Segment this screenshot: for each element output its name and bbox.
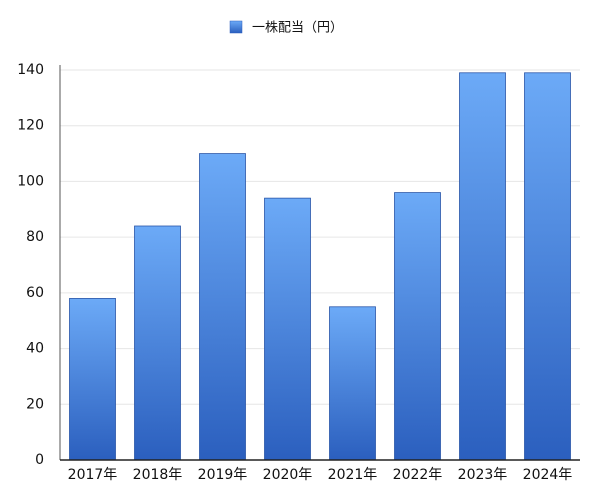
y-tick-label: 140 bbox=[17, 62, 44, 78]
y-tick-label: 60 bbox=[26, 285, 44, 301]
x-tick-label: 2023年 bbox=[458, 467, 508, 483]
bar bbox=[134, 225, 181, 461]
bar bbox=[524, 72, 571, 461]
legend-swatch bbox=[229, 20, 243, 34]
bar bbox=[329, 306, 376, 461]
bar bbox=[199, 153, 246, 461]
bar bbox=[69, 298, 116, 461]
x-tick-label: 2019年 bbox=[198, 467, 248, 483]
x-tick-label: 2017年 bbox=[68, 467, 118, 483]
y-tick-label: 20 bbox=[26, 396, 44, 412]
x-tick-label: 2021年 bbox=[328, 467, 378, 483]
y-tick-label: 40 bbox=[26, 341, 44, 357]
y-tick-label: 100 bbox=[17, 173, 44, 189]
bar bbox=[264, 197, 311, 461]
bar bbox=[394, 192, 441, 461]
y-tick-label: 80 bbox=[26, 229, 44, 245]
x-tick-label: 2024年 bbox=[523, 467, 573, 483]
bar bbox=[459, 72, 506, 461]
y-tick-label: 120 bbox=[17, 118, 44, 134]
legend-label: 一株配当（円） bbox=[252, 21, 343, 36]
y-tick-label: 0 bbox=[35, 452, 44, 468]
x-tick-label: 2018年 bbox=[133, 467, 183, 483]
x-tick-label: 2022年 bbox=[393, 467, 443, 483]
x-tick-label: 2020年 bbox=[263, 467, 313, 483]
